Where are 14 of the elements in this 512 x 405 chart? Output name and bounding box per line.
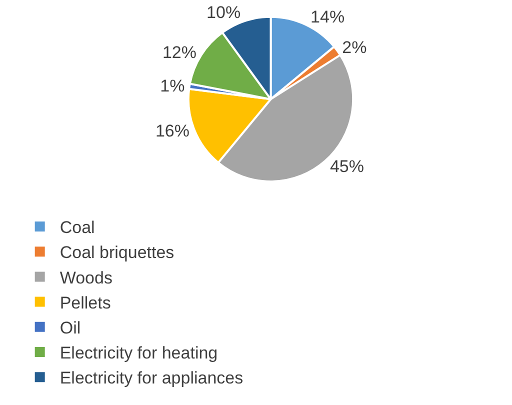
data-label: 14% bbox=[310, 7, 345, 26]
data-label: 45% bbox=[330, 156, 364, 176]
legend-label: Electricity for heating bbox=[60, 344, 218, 363]
data-label: 12% bbox=[162, 42, 197, 62]
data-label: 16% bbox=[155, 121, 190, 140]
data-label: 10% bbox=[206, 2, 241, 22]
legend-label: Coal bbox=[60, 218, 95, 238]
data-label: 2% bbox=[342, 38, 367, 58]
legend-label: Coal briquettes bbox=[60, 243, 174, 262]
legend-label: Electricity for appliances bbox=[60, 368, 244, 388]
legend-label: Pellets bbox=[60, 293, 111, 312]
legend-label: Woods bbox=[60, 268, 112, 288]
data-label: 1% bbox=[160, 76, 185, 96]
legend-label: Oil bbox=[60, 318, 81, 338]
